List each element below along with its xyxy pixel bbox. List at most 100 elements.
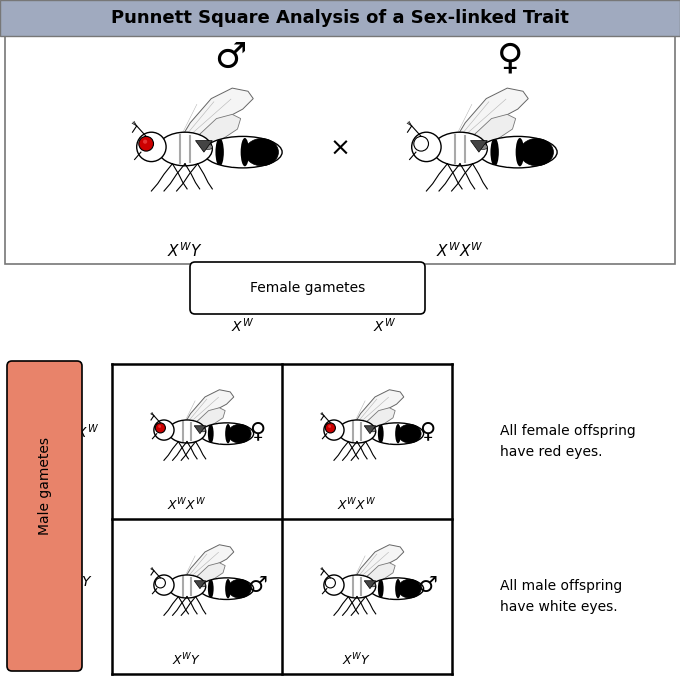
Ellipse shape (200, 423, 254, 445)
Ellipse shape (370, 578, 424, 599)
Bar (0, 0, 680, 36)
Ellipse shape (225, 579, 231, 598)
Ellipse shape (325, 423, 335, 433)
Text: $X^WY$: $X^WY$ (172, 652, 202, 668)
Circle shape (324, 575, 344, 595)
Text: ♂: ♂ (417, 577, 437, 596)
Ellipse shape (478, 136, 557, 168)
Text: Male gametes: Male gametes (37, 437, 52, 535)
Ellipse shape (203, 136, 282, 168)
Circle shape (137, 132, 166, 161)
Circle shape (154, 420, 174, 440)
Bar (5, 36, 675, 264)
Text: ♂: ♂ (247, 577, 267, 596)
Ellipse shape (325, 578, 335, 588)
Circle shape (143, 140, 147, 144)
Text: Punnett Square Analysis of a Sex-linked Trait: Punnett Square Analysis of a Sex-linked … (111, 9, 569, 27)
Ellipse shape (228, 424, 251, 443)
Ellipse shape (158, 132, 212, 166)
Ellipse shape (386, 579, 392, 598)
Polygon shape (360, 408, 395, 434)
Polygon shape (190, 408, 225, 434)
Polygon shape (194, 425, 206, 434)
Text: $X^WX^W$: $X^WX^W$ (436, 241, 484, 261)
Ellipse shape (200, 578, 254, 599)
Circle shape (328, 425, 331, 428)
Polygon shape (364, 581, 376, 589)
Polygon shape (190, 114, 241, 152)
Polygon shape (175, 88, 253, 149)
Polygon shape (180, 544, 234, 586)
Text: $Y$: $Y$ (82, 575, 92, 589)
Ellipse shape (370, 583, 376, 587)
Ellipse shape (398, 579, 421, 598)
Ellipse shape (216, 579, 222, 598)
Ellipse shape (245, 138, 278, 166)
Ellipse shape (200, 428, 206, 432)
Text: All male offspring
have white eyes.: All male offspring have white eyes. (500, 579, 622, 614)
Text: $X^WY$: $X^WY$ (167, 241, 203, 261)
Ellipse shape (378, 579, 384, 598)
Text: ×: × (330, 137, 350, 161)
Polygon shape (350, 544, 404, 586)
Text: $X^WY$: $X^WY$ (342, 652, 372, 668)
Polygon shape (360, 563, 395, 589)
Polygon shape (350, 390, 404, 432)
Ellipse shape (490, 138, 499, 166)
Text: $X^W$: $X^W$ (75, 423, 99, 441)
Polygon shape (194, 581, 206, 589)
Polygon shape (465, 114, 515, 152)
Polygon shape (180, 390, 234, 432)
Polygon shape (196, 141, 212, 152)
Text: All female offspring
have red eyes.: All female offspring have red eyes. (500, 424, 636, 459)
Ellipse shape (200, 583, 206, 587)
Ellipse shape (208, 579, 214, 598)
Ellipse shape (216, 424, 222, 443)
Ellipse shape (155, 423, 165, 433)
Ellipse shape (386, 424, 392, 443)
Polygon shape (190, 563, 225, 589)
Text: ♂: ♂ (214, 41, 246, 75)
Ellipse shape (520, 138, 554, 166)
Text: ♀: ♀ (249, 421, 265, 441)
Ellipse shape (395, 579, 401, 598)
Circle shape (158, 425, 161, 428)
Ellipse shape (515, 138, 524, 166)
Ellipse shape (155, 578, 165, 588)
Ellipse shape (432, 132, 488, 166)
Ellipse shape (370, 423, 424, 445)
Ellipse shape (503, 138, 511, 166)
Text: Female gametes: Female gametes (250, 281, 365, 295)
Text: $X^WX^W$: $X^WX^W$ (337, 497, 377, 513)
Ellipse shape (216, 138, 224, 166)
Ellipse shape (479, 144, 488, 150)
Polygon shape (471, 141, 488, 152)
Polygon shape (449, 88, 528, 149)
Ellipse shape (168, 420, 206, 443)
Ellipse shape (241, 138, 249, 166)
Circle shape (154, 575, 174, 595)
Ellipse shape (208, 424, 214, 443)
Circle shape (411, 132, 441, 161)
Ellipse shape (370, 428, 376, 432)
Ellipse shape (338, 575, 376, 598)
Ellipse shape (378, 424, 384, 443)
Ellipse shape (168, 575, 206, 598)
Text: ♀: ♀ (497, 41, 523, 75)
Text: $X^WX^W$: $X^WX^W$ (167, 497, 207, 513)
Ellipse shape (204, 144, 212, 150)
Polygon shape (364, 425, 376, 434)
Ellipse shape (228, 138, 237, 166)
Ellipse shape (228, 579, 251, 598)
Text: ♀: ♀ (419, 421, 435, 441)
Circle shape (324, 420, 344, 440)
Ellipse shape (225, 424, 231, 443)
Ellipse shape (398, 424, 421, 443)
FancyBboxPatch shape (7, 361, 82, 671)
Ellipse shape (414, 136, 428, 151)
Ellipse shape (395, 424, 401, 443)
Text: $X^W$: $X^W$ (231, 317, 254, 335)
Ellipse shape (338, 420, 376, 443)
Ellipse shape (139, 136, 154, 151)
Text: $X^W$: $X^W$ (373, 317, 396, 335)
